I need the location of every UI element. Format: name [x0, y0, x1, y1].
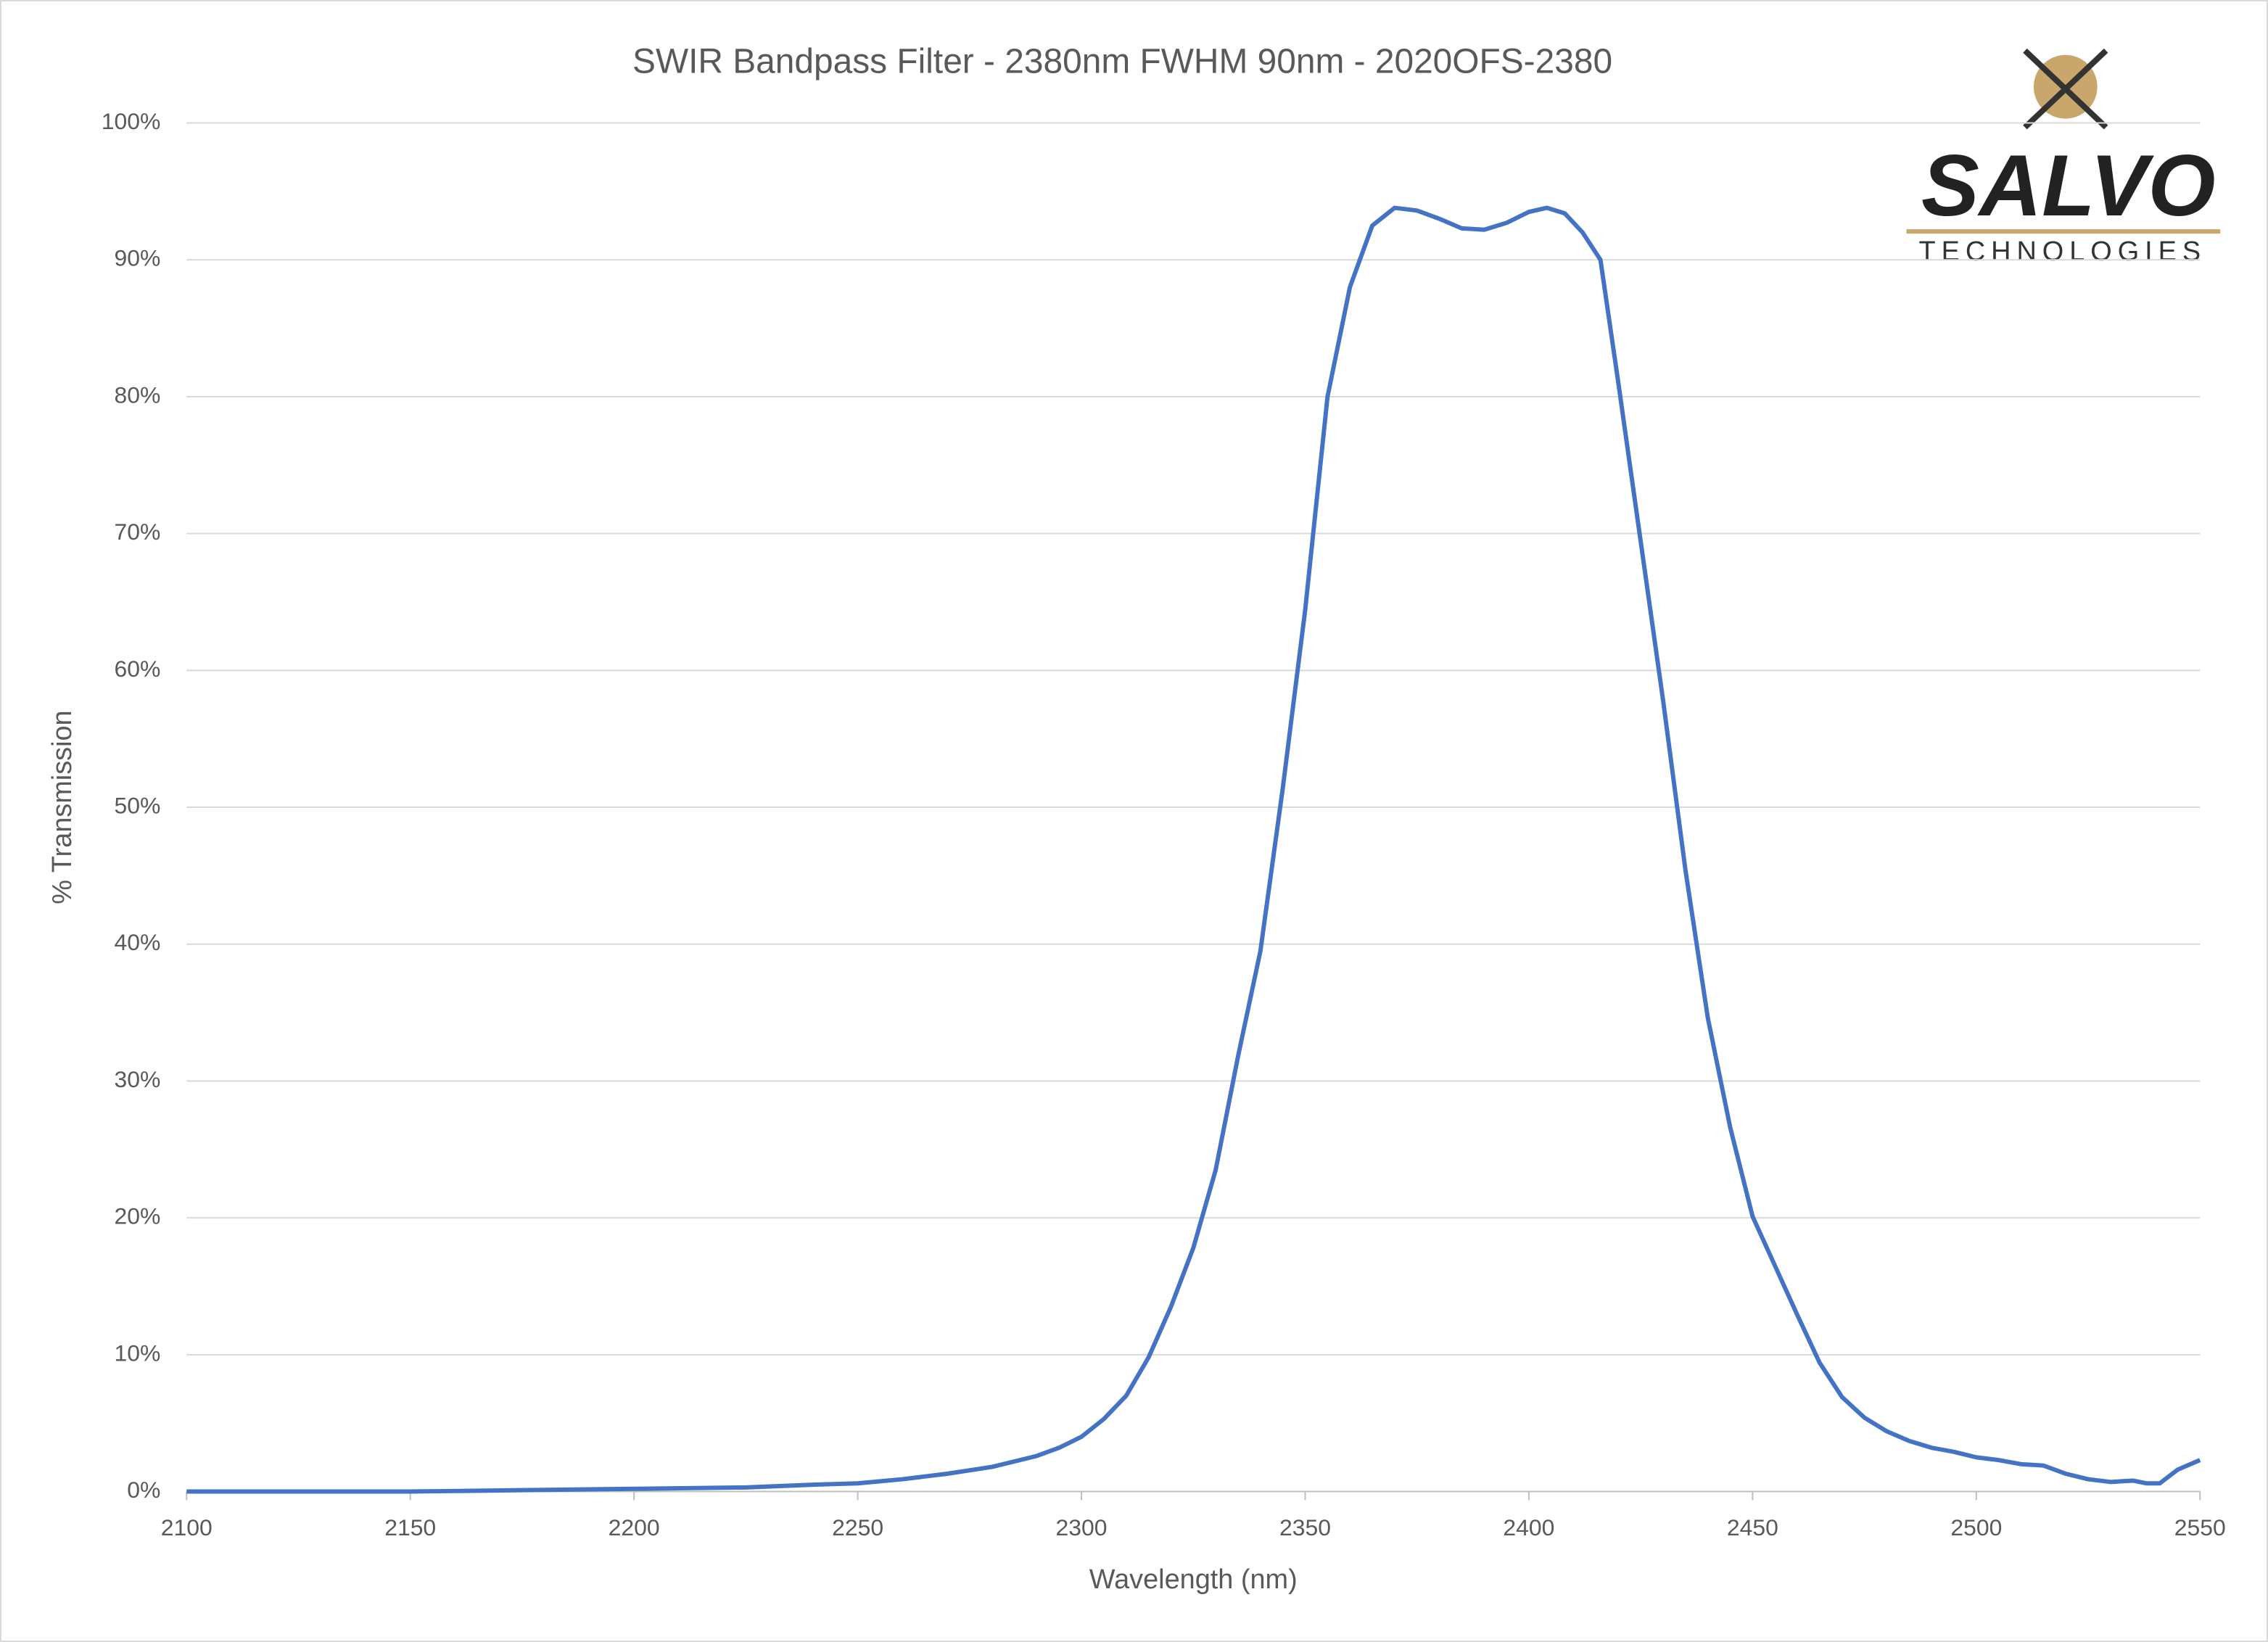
data-line — [186, 205, 2201, 1494]
x-tick-label: 2250 — [832, 1514, 883, 1540]
x-tick-label: 2100 — [161, 1514, 213, 1540]
y-tick-label: 40% — [115, 929, 161, 955]
logo-tagline: TECHNOLOGIES — [1918, 236, 2206, 267]
x-tick-label: 2400 — [1503, 1514, 1554, 1540]
y-tick-label: 90% — [115, 245, 161, 271]
x-axis-label: Wavelength (nm) — [1089, 1564, 1298, 1595]
logo-name: SALVO — [1921, 138, 2216, 234]
chart-title: SWIR Bandpass Filter - 2380nm FWHM 90nm … — [632, 42, 1612, 81]
y-tick-label: 30% — [115, 1066, 161, 1092]
y-tick-label: 0% — [127, 1477, 160, 1503]
x-tick-label: 2450 — [1727, 1514, 1778, 1540]
logo: SALVO TECHNOLOGIES — [1906, 48, 2221, 267]
y-tick-label: 60% — [115, 656, 161, 682]
y-tick-label: 100% — [102, 108, 161, 134]
logo-stroke — [2023, 48, 2108, 130]
x-tick-label: 2150 — [384, 1514, 436, 1540]
x-tick-label: 2350 — [1279, 1514, 1331, 1540]
x-tick-label: 2300 — [1056, 1514, 1108, 1540]
y-tick-label: 20% — [115, 1203, 161, 1229]
y-tick-label: 50% — [115, 792, 161, 818]
y-tick-label: 70% — [115, 519, 161, 545]
y-axis-label: % Transmission — [47, 710, 78, 904]
y-tick-label: 10% — [115, 1340, 161, 1366]
x-tick-label: 2500 — [1950, 1514, 2002, 1540]
y-tick-label: 80% — [115, 381, 161, 408]
x-tick-label: 2200 — [609, 1514, 660, 1540]
x-tick-label: 2550 — [2174, 1514, 2226, 1540]
